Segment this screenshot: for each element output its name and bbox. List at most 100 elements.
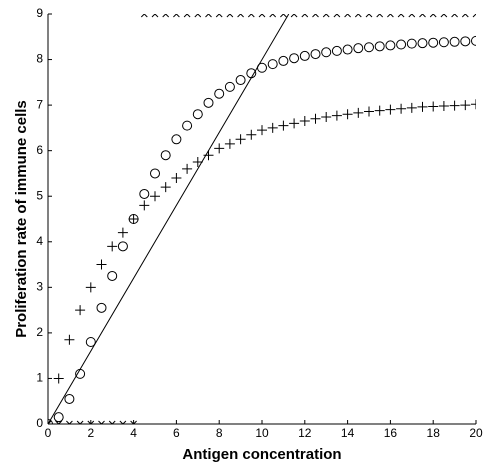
- circle-marker: [428, 37, 439, 48]
- circle-marker: [117, 241, 128, 252]
- x-marker: [173, 14, 180, 18]
- plus-marker: [96, 259, 107, 270]
- plus-marker: [85, 282, 96, 293]
- plus-marker: [278, 120, 289, 131]
- x-tick-label: 16: [384, 426, 398, 440]
- x-marker: [472, 14, 476, 18]
- plus-marker: [257, 125, 267, 136]
- x-marker: [419, 14, 426, 18]
- plus-marker: [438, 101, 449, 112]
- plus-marker: [449, 100, 460, 111]
- circle-marker: [139, 188, 150, 199]
- circle-marker: [224, 81, 235, 92]
- x-marker: [226, 14, 234, 18]
- y-tick-label: 5: [36, 188, 43, 202]
- plus-marker: [374, 105, 385, 116]
- circle-marker: [85, 337, 96, 347]
- x-marker: [269, 14, 277, 18]
- plus-marker: [171, 173, 182, 183]
- x-tick-label: 8: [216, 426, 223, 440]
- x-marker: [98, 420, 105, 424]
- plus-marker: [396, 103, 407, 114]
- circle-marker: [385, 40, 396, 51]
- y-tick-label: 1: [36, 371, 43, 385]
- circle-marker: [438, 37, 449, 48]
- x-marker: [55, 420, 63, 424]
- x-marker: [76, 420, 84, 424]
- x-marker: [397, 14, 405, 18]
- x-tick-label: 20: [469, 426, 483, 440]
- x-marker: [354, 14, 362, 18]
- x-marker: [205, 14, 212, 18]
- y-tick-label: 9: [36, 6, 43, 20]
- x-tick-label: 4: [130, 426, 137, 440]
- plus-marker: [235, 134, 246, 145]
- plus-marker: [321, 111, 332, 122]
- circle-marker: [471, 35, 476, 46]
- line: [48, 14, 290, 424]
- x-tick-label: 0: [45, 426, 52, 440]
- y-tick-label: 7: [36, 97, 43, 111]
- plus-marker: [417, 101, 428, 112]
- x-marker: [344, 14, 351, 18]
- y-axis-label: Proliferation rate of immune cells: [13, 100, 30, 338]
- plus-marker: [460, 100, 471, 111]
- plus-marker: [406, 102, 417, 113]
- plus-marker: [289, 118, 300, 129]
- circle-marker: [53, 412, 64, 423]
- x-marker: [130, 420, 137, 424]
- circle-marker: [460, 36, 471, 47]
- x-marker: [429, 14, 437, 18]
- plus-marker: [160, 182, 171, 193]
- x-tick-label: 14: [341, 426, 355, 440]
- x-marker: [66, 420, 73, 424]
- plot-area: [48, 14, 476, 424]
- x-marker: [312, 14, 319, 18]
- x-marker: [451, 14, 458, 18]
- x-tick-label: 2: [87, 426, 94, 440]
- plus-marker: [224, 138, 235, 149]
- x-marker: [247, 14, 255, 18]
- circle-marker: [182, 120, 193, 131]
- plus-marker: [331, 110, 342, 121]
- circle-marker: [171, 134, 182, 145]
- x-marker: [408, 14, 416, 18]
- x-marker: [194, 14, 202, 18]
- plus-marker: [182, 163, 193, 174]
- plus-marker: [342, 109, 353, 120]
- circle-marker: [353, 43, 364, 54]
- circle-marker: [406, 38, 417, 49]
- plus-marker: [428, 101, 439, 112]
- x-marker: [376, 14, 384, 18]
- circle-marker: [160, 150, 171, 161]
- circle-marker: [374, 41, 385, 52]
- circle-marker: [192, 109, 203, 120]
- circle-marker: [64, 393, 75, 404]
- x-marker: [119, 420, 127, 424]
- x-tick-label: 12: [298, 426, 312, 440]
- circle-marker: [342, 44, 353, 55]
- plus-marker: [203, 150, 214, 161]
- circle-marker: [96, 302, 107, 313]
- x-marker: [333, 14, 341, 18]
- x-marker: [48, 420, 52, 424]
- x-marker: [365, 14, 373, 18]
- circle-marker: [278, 55, 289, 66]
- x-marker: [162, 14, 170, 18]
- x-marker: [440, 14, 448, 18]
- x-marker: [140, 14, 148, 18]
- plus-marker: [192, 157, 203, 168]
- plus-marker: [107, 241, 118, 252]
- circle-marker: [449, 36, 460, 47]
- x-tick-label: 6: [173, 426, 180, 440]
- circle-marker: [267, 59, 278, 70]
- y-tick-label: 2: [36, 325, 43, 339]
- plus-marker: [310, 113, 321, 124]
- x-marker: [108, 420, 116, 424]
- plus-marker: [128, 214, 139, 224]
- circle-marker: [331, 45, 342, 56]
- x-marker: [322, 14, 330, 18]
- circle-marker: [150, 168, 160, 179]
- x-tick-label: 18: [427, 426, 441, 440]
